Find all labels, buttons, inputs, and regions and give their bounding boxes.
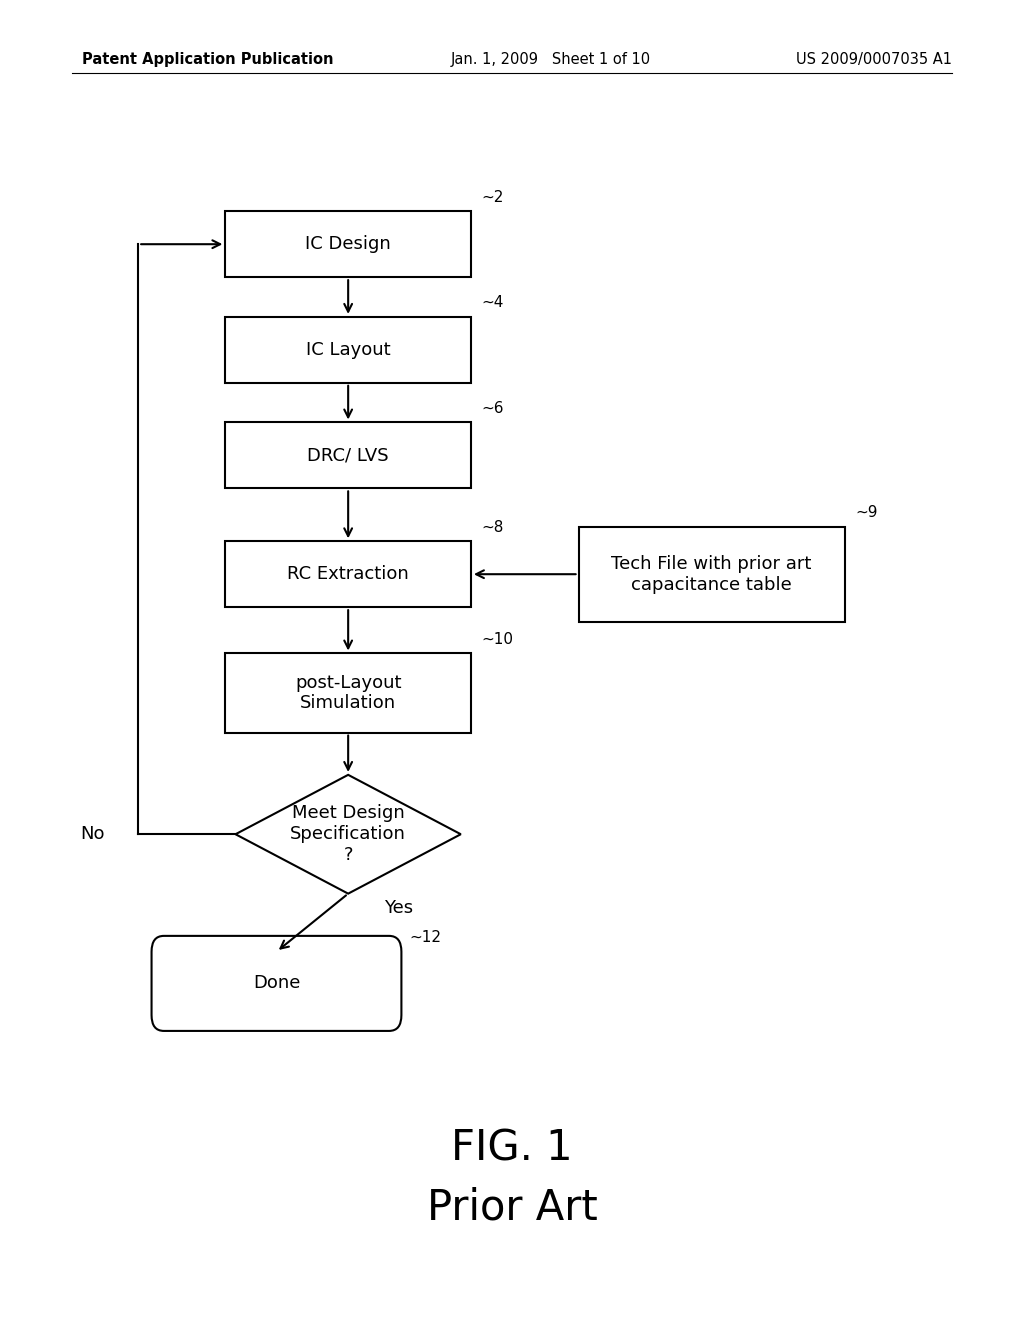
Text: DRC/ LVS: DRC/ LVS [307,446,389,465]
Text: No: No [80,825,104,843]
Text: US 2009/0007035 A1: US 2009/0007035 A1 [797,51,952,67]
Text: IC Layout: IC Layout [306,341,390,359]
Polygon shape [236,775,461,894]
FancyBboxPatch shape [225,541,471,607]
Text: Done: Done [253,974,300,993]
FancyBboxPatch shape [225,317,471,383]
Text: Meet Design
Specification
?: Meet Design Specification ? [290,804,407,865]
Text: IC Design: IC Design [305,235,391,253]
FancyBboxPatch shape [225,422,471,488]
Text: Yes: Yes [384,899,413,917]
FancyBboxPatch shape [579,527,845,622]
Text: ~10: ~10 [481,632,513,647]
FancyBboxPatch shape [225,211,471,277]
Text: ~6: ~6 [481,401,504,416]
Text: ~8: ~8 [481,520,504,535]
Text: FIG. 1: FIG. 1 [452,1127,572,1170]
Text: ~2: ~2 [481,190,504,205]
FancyBboxPatch shape [152,936,401,1031]
Text: Patent Application Publication: Patent Application Publication [82,51,334,67]
Text: Jan. 1, 2009   Sheet 1 of 10: Jan. 1, 2009 Sheet 1 of 10 [451,51,650,67]
Text: Prior Art: Prior Art [427,1187,597,1229]
Text: post-Layout
Simulation: post-Layout Simulation [295,673,401,713]
Text: RC Extraction: RC Extraction [288,565,409,583]
Text: ~4: ~4 [481,296,504,310]
Text: ~12: ~12 [410,931,441,945]
Text: ~9: ~9 [855,506,878,520]
Text: Tech File with prior art
capacitance table: Tech File with prior art capacitance tab… [611,554,812,594]
FancyBboxPatch shape [225,653,471,733]
